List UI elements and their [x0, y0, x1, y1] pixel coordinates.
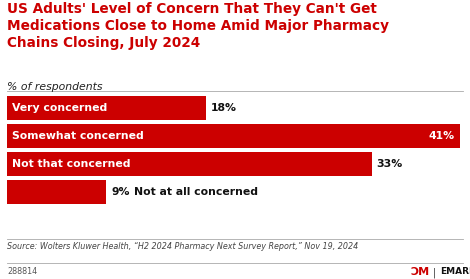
Text: 288814: 288814	[7, 267, 37, 276]
Text: 9%: 9%	[111, 187, 130, 197]
Text: % of respondents: % of respondents	[7, 82, 102, 92]
Text: Source: Wolters Kluwer Health, “H2 2024 Pharmacy Next Survey Report,” Nov 19, 20: Source: Wolters Kluwer Health, “H2 2024 …	[7, 242, 358, 251]
Text: EMARKETER: EMARKETER	[440, 267, 470, 276]
Bar	[7, 152, 372, 176]
Text: 18%: 18%	[211, 103, 237, 113]
Bar	[7, 96, 206, 120]
Text: Very concerned: Very concerned	[12, 103, 107, 113]
Text: ↃM: ↃM	[411, 267, 430, 277]
Text: 41%: 41%	[429, 131, 455, 141]
Bar	[7, 180, 106, 204]
Text: Not that concerned: Not that concerned	[12, 159, 131, 169]
Text: Somewhat concerned: Somewhat concerned	[12, 131, 144, 141]
Text: US Adults' Level of Concern That They Can't Get
Medications Close to Home Amid M: US Adults' Level of Concern That They Ca…	[7, 2, 389, 49]
Text: Not at all concerned: Not at all concerned	[134, 187, 258, 197]
Text: |: |	[433, 267, 436, 278]
Text: 33%: 33%	[376, 159, 403, 169]
Bar	[7, 124, 460, 148]
